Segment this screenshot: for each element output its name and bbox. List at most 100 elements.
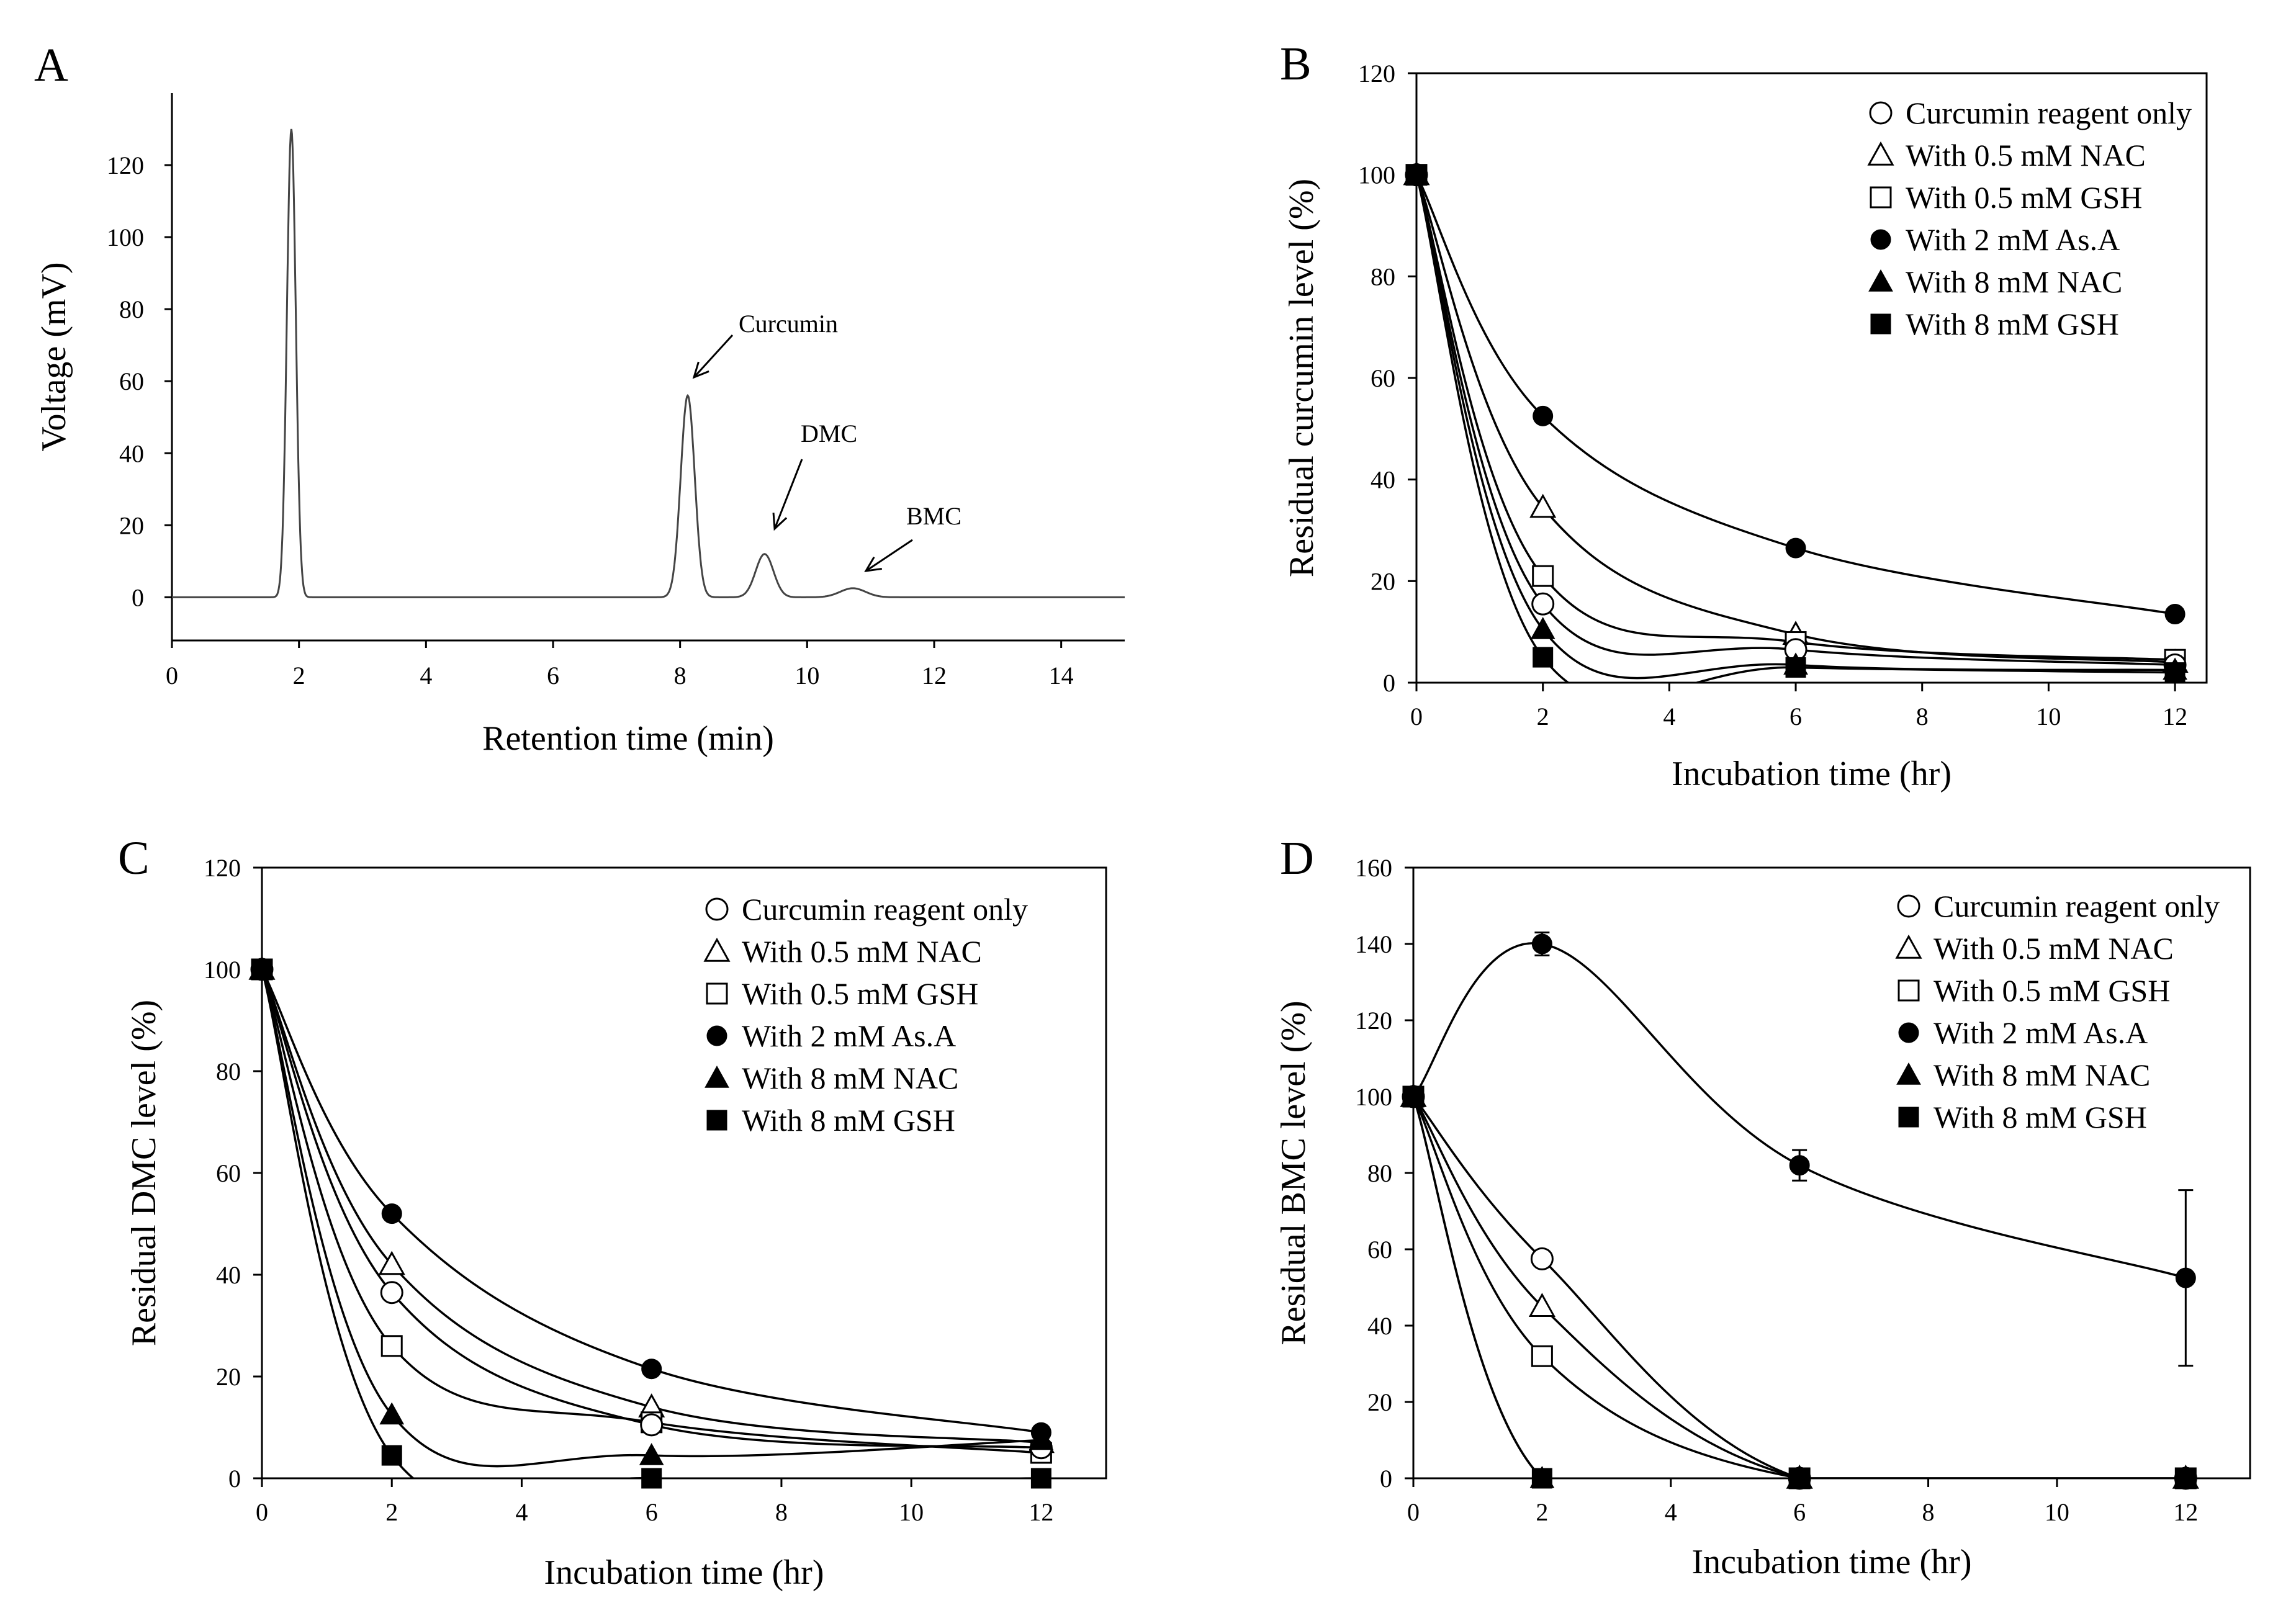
x-tick-label: 14 [1049, 662, 1074, 689]
legend-entry: Curcumin reagent only [1906, 96, 2192, 130]
x-tick-label: 8 [1916, 703, 1929, 730]
x-tick-label: 2 [293, 662, 305, 689]
data-point-triangle-filled [379, 1402, 405, 1425]
legend-marker-circle-filled [1870, 229, 1891, 250]
y-tick-label: 20 [216, 1363, 241, 1391]
legend-entry: With 8 mM NAC [742, 1061, 958, 1095]
panel-label: D [1280, 832, 1314, 884]
legend-entry: With 2 mM As.A [1934, 1015, 2148, 1050]
x-axis-label: Retention time (min) [482, 719, 774, 758]
y-tick-label: 120 [107, 151, 144, 179]
series-curve-5 [1413, 1096, 2186, 1478]
data-point-square-filled [251, 959, 272, 980]
y-tick-label: 40 [1371, 466, 1395, 494]
x-tick-label: 6 [646, 1498, 658, 1526]
series-curve-1 [262, 969, 1042, 1444]
x-tick-label: 4 [420, 662, 432, 689]
x-tick-label: 0 [256, 1498, 268, 1526]
y-axis-label: Residual DMC level (%) [125, 1000, 163, 1346]
data-point-square-filled [641, 1468, 662, 1489]
y-tick-label: 20 [1371, 567, 1395, 595]
series-curve-2 [1413, 1096, 2186, 1478]
series-curve-5 [262, 969, 1042, 1478]
panel-label: A [34, 39, 68, 91]
peak-annotation-label: Curcumin [739, 310, 838, 338]
legend-entry: With 0.5 mM GSH [742, 976, 978, 1011]
series-curve-1 [1413, 1096, 2186, 1478]
x-tick-label: 12 [1029, 1498, 1053, 1526]
legend-marker-triangle-open [703, 937, 731, 962]
y-tick-label: 120 [1355, 1007, 1392, 1035]
data-point-circle-filled [1531, 933, 1552, 954]
legend-marker-circle-open [705, 897, 729, 921]
x-tick-label: 6 [547, 662, 559, 689]
y-tick-label: 20 [119, 511, 144, 539]
y-tick-label: 20 [1367, 1388, 1392, 1416]
y-tick-label: 60 [1371, 364, 1395, 392]
series-curve-2 [1416, 174, 2176, 661]
data-point-square-filled [1030, 1468, 1051, 1489]
y-tick-label: 80 [119, 295, 144, 323]
y-tick-label: 100 [107, 223, 144, 251]
legend-entry: With 8 mM NAC [1934, 1058, 2150, 1092]
data-point-square-filled [2164, 662, 2186, 683]
x-tick-label: 8 [775, 1498, 788, 1526]
y-tick-label: 80 [1367, 1159, 1392, 1187]
legend-marker-circle-filled [706, 1025, 727, 1046]
series-curve-2 [262, 969, 1042, 1454]
y-tick-label: 60 [216, 1159, 241, 1187]
y-tick-label: 80 [216, 1058, 241, 1085]
legend-entry: Curcumin reagent only [742, 892, 1028, 927]
data-point-square-filled [381, 1445, 402, 1466]
x-axis-label: Incubation time (hr) [544, 1553, 824, 1592]
legend-marker-triangle-filled [1868, 269, 1893, 292]
data-point-circle-filled [381, 1203, 402, 1224]
series-curves [1413, 942, 2186, 1478]
data-point-circle-filled [2175, 1267, 2196, 1288]
data-point-circle-filled [641, 1359, 662, 1380]
y-axis-label: Residual BMC level (%) [1274, 1000, 1313, 1345]
annotation-arrow-shaft [693, 334, 734, 379]
data-point-circle-open [1530, 1247, 1554, 1270]
x-tick-label: 8 [1922, 1498, 1935, 1526]
x-tick-label: 10 [2045, 1498, 2069, 1526]
y-tick-label: 0 [1383, 669, 1395, 697]
legend-entry: With 2 mM As.A [1906, 222, 2120, 257]
legend-marker-square-open [1870, 186, 1892, 209]
y-axis-label: Voltage (mV) [35, 262, 73, 451]
x-tick-label: 10 [899, 1498, 924, 1526]
annotation-arrow-shaft [773, 459, 803, 529]
legend-marker-square-filled [1898, 1107, 1919, 1128]
annotation-arrow-head [772, 512, 788, 531]
y-tick-label: 60 [1367, 1236, 1392, 1264]
data-point-square-filled [1531, 1468, 1552, 1489]
data-point-square-filled [1403, 1086, 1424, 1107]
x-tick-label: 4 [1665, 1498, 1677, 1526]
legend-marker-triangle-open [1895, 934, 1922, 959]
x-tick-label: 0 [1410, 703, 1423, 730]
legend-marker-circle-filled [1898, 1022, 1919, 1043]
data-point-triangle-open [378, 1251, 405, 1275]
legend-marker-triangle-filled [1896, 1062, 1921, 1085]
x-tick-label: 4 [515, 1498, 528, 1526]
data-point-triangle-filled [1029, 1427, 1054, 1450]
y-tick-label: 40 [1367, 1312, 1392, 1340]
data-point-circle-open [1531, 592, 1555, 616]
y-tick-label: 160 [1355, 854, 1392, 882]
legend-entry: Curcumin reagent only [1934, 889, 2220, 923]
legend-marker-triangle-filled [705, 1065, 729, 1088]
peak-annotation-label: BMC [906, 502, 961, 530]
data-point-square-open [1531, 1345, 1553, 1367]
y-axis-label: Residual curcumin level (%) [1282, 179, 1321, 577]
data-point-square-filled [1533, 647, 1554, 668]
y-tick-label: 120 [204, 854, 241, 882]
data-point-square-filled [1789, 1468, 1810, 1489]
series-curve-0 [262, 969, 1042, 1449]
data-point-triangle-filled [1530, 617, 1555, 639]
x-tick-label: 12 [2163, 703, 2187, 730]
x-tick-label: 2 [385, 1498, 398, 1526]
x-tick-label: 2 [1537, 703, 1549, 730]
